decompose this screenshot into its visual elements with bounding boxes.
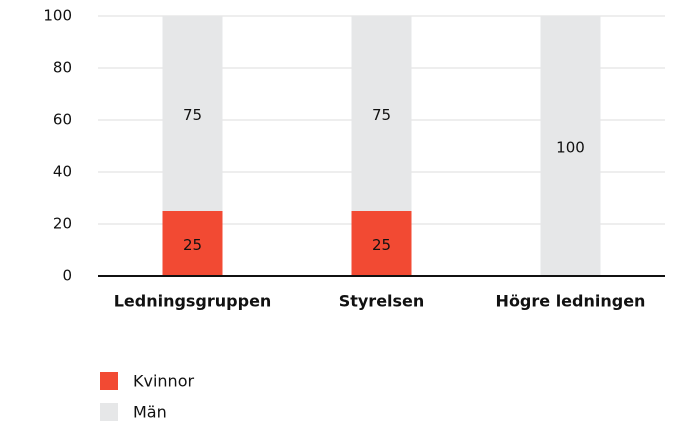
bar-segment bbox=[162, 16, 223, 211]
data-label: 25 bbox=[372, 236, 391, 254]
legend-swatch bbox=[100, 403, 118, 421]
legend-label: Män bbox=[133, 403, 167, 422]
data-label: 75 bbox=[183, 106, 202, 124]
legend-label: Kvinnor bbox=[133, 372, 194, 391]
legend-swatch bbox=[100, 372, 118, 390]
x-tick-label: Styrelsen bbox=[339, 292, 425, 311]
y-tick-label: 40 bbox=[53, 163, 72, 181]
data-label: 100 bbox=[556, 139, 585, 157]
x-tick-label: Högre ledningen bbox=[496, 292, 646, 311]
bar-segment bbox=[351, 211, 412, 276]
data-label: 75 bbox=[372, 106, 391, 124]
y-tick-label: 60 bbox=[53, 111, 72, 129]
bar-segment bbox=[351, 16, 412, 211]
y-tick-label: 0 bbox=[62, 267, 72, 285]
bar-segment bbox=[540, 16, 601, 276]
x-tick-label: Ledningsgruppen bbox=[114, 292, 272, 311]
bar-segment bbox=[162, 211, 223, 276]
y-tick-label: 20 bbox=[53, 215, 72, 233]
y-tick-label: 80 bbox=[53, 59, 72, 77]
y-tick-label: 100 bbox=[43, 7, 72, 25]
data-label: 25 bbox=[183, 236, 202, 254]
